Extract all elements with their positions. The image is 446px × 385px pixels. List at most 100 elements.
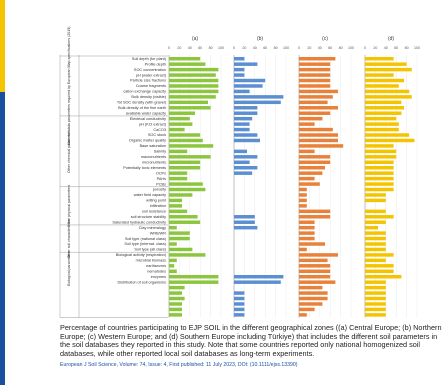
bar: [365, 280, 386, 283]
tick-label: 100: [414, 46, 420, 50]
bar: [299, 231, 315, 234]
bar: [169, 73, 216, 76]
bar: [299, 204, 307, 207]
category-label: Soil type (all class): [134, 248, 166, 252]
bar: [234, 171, 252, 174]
panel-label: (d): [388, 36, 394, 42]
bar: [169, 144, 213, 147]
group-label: Other chemical parameters: [67, 130, 71, 174]
bar: [234, 215, 255, 218]
category-label: available water capacity: [126, 111, 166, 115]
tick-label: 100: [348, 46, 354, 50]
category-label: cation exchange capacity: [123, 90, 166, 94]
bar: [169, 297, 185, 300]
category-label: pH (water extract): [136, 73, 167, 77]
tick-label: 80: [274, 46, 278, 50]
bar: [365, 242, 386, 245]
bar: [169, 171, 187, 174]
tick-label: 100: [218, 46, 224, 50]
bar: [234, 133, 257, 136]
bar: [299, 155, 330, 158]
bar: [299, 95, 333, 98]
bar: [365, 73, 394, 76]
bar: [169, 220, 200, 223]
panel-label: (a): [192, 36, 198, 42]
bar: [169, 242, 177, 245]
bar: [299, 128, 333, 131]
bar: [234, 161, 250, 164]
bar: [169, 308, 182, 311]
category-label: soil structure stability: [131, 215, 166, 219]
bar: [169, 101, 208, 104]
bar: [299, 84, 330, 87]
bar: [365, 259, 386, 262]
panel-label: (b): [257, 36, 263, 42]
bar: [169, 90, 218, 93]
bar: [365, 117, 396, 120]
bar: [365, 161, 394, 164]
figure-citation[interactable]: European J Soil Science, Volume: 74, Iss…: [60, 362, 444, 368]
bar: [234, 139, 260, 142]
category-label: Saturated hydraulic conductivity: [112, 220, 166, 224]
tick-label: 20: [242, 46, 246, 50]
group-label: Main soil data parameters required by Eu…: [67, 27, 71, 146]
bar: [169, 166, 200, 169]
category-label: CaCO3: [153, 128, 166, 132]
bar: [365, 253, 394, 256]
bar: [169, 62, 205, 65]
bar: [299, 111, 330, 114]
tick-label: 100: [283, 46, 289, 50]
category-label: Bulk density of the fine earth: [118, 106, 166, 110]
bar: [169, 199, 182, 202]
category-label: Distribution of soil organisms: [117, 280, 166, 284]
bar: [299, 210, 330, 213]
bar: [234, 90, 250, 93]
bar: [365, 68, 412, 71]
category-label: water field capacity: [134, 193, 166, 197]
bar: [299, 291, 328, 294]
bar: [299, 62, 330, 65]
bar: [234, 57, 244, 60]
bar: [169, 280, 218, 283]
bar: [365, 95, 412, 98]
figure-caption: Percentage of countries participating to…: [60, 324, 444, 358]
tick-label: 40: [188, 46, 192, 50]
bar: [234, 308, 244, 311]
bar: [299, 264, 330, 267]
bar: [299, 188, 307, 191]
bar: [169, 286, 185, 289]
bar: [169, 84, 218, 87]
tick-label: 0: [168, 46, 170, 50]
category-label: micronutrients: [142, 160, 166, 164]
bar: [234, 62, 257, 65]
bar: [234, 275, 283, 278]
bar: [365, 182, 394, 185]
bar: [234, 297, 244, 300]
bar: [299, 101, 328, 104]
bar: [299, 226, 315, 229]
tick-label: 0: [298, 46, 300, 50]
bar: [169, 177, 187, 180]
bar: [365, 231, 386, 234]
category-label: Potentially toxic elements: [123, 166, 166, 170]
bar: [299, 275, 330, 278]
bar: [169, 291, 182, 294]
bar: [169, 133, 200, 136]
category-label: earthworms: [146, 264, 166, 268]
bar: [365, 122, 399, 125]
bar: [299, 73, 330, 76]
tick-label: 40: [384, 46, 388, 50]
bar: [299, 193, 307, 196]
category-label: Base saturation: [140, 144, 166, 148]
bar: [365, 84, 399, 87]
bar: [234, 95, 283, 98]
bar: [365, 177, 394, 180]
bar: [365, 150, 396, 153]
bar: [365, 171, 394, 174]
category-label: wilting point: [146, 199, 167, 203]
category-label: Soil type (national class): [125, 237, 167, 241]
bar: [365, 62, 407, 65]
bar: [365, 210, 386, 213]
bar: [234, 155, 257, 158]
bar: [299, 302, 322, 305]
